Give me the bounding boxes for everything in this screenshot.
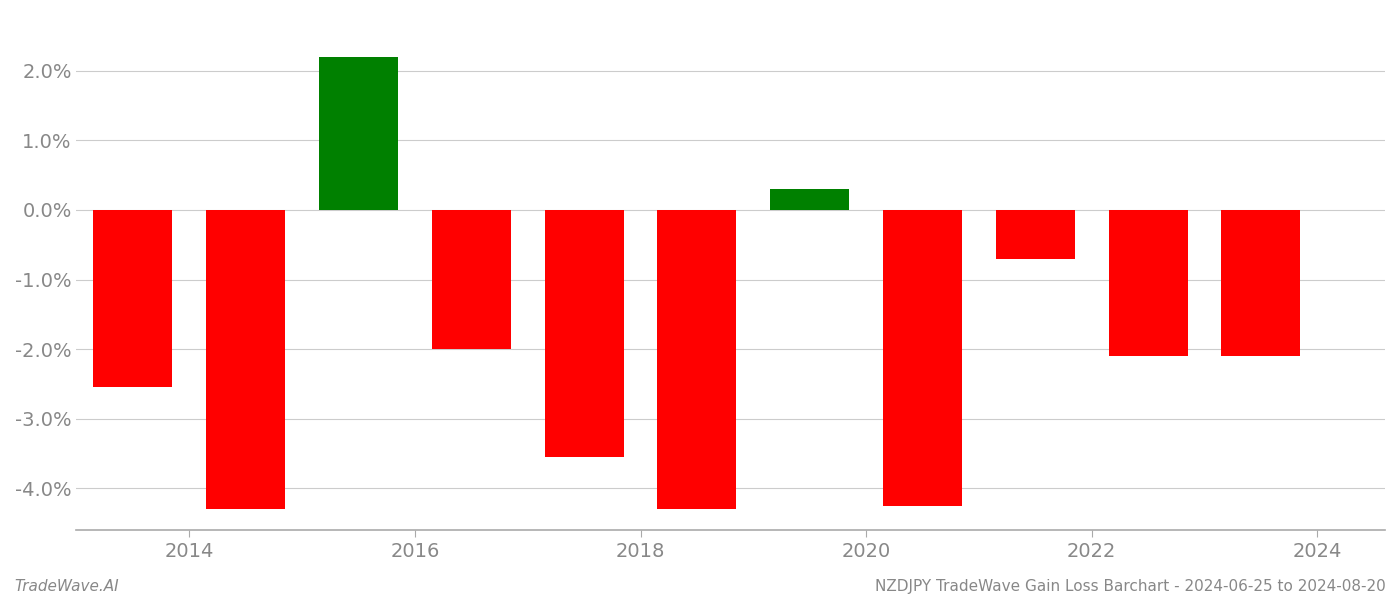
Bar [658,210,736,509]
Bar [883,210,962,506]
Bar [319,57,398,210]
Bar [770,189,850,210]
Bar [1109,210,1187,356]
Bar [431,210,511,349]
Text: NZDJPY TradeWave Gain Loss Barchart - 2024-06-25 to 2024-08-20: NZDJPY TradeWave Gain Loss Barchart - 20… [875,579,1386,594]
Bar [94,210,172,388]
Bar [206,210,286,509]
Text: TradeWave.AI: TradeWave.AI [14,579,119,594]
Bar [1221,210,1301,356]
Bar [995,210,1075,259]
Bar [545,210,623,457]
